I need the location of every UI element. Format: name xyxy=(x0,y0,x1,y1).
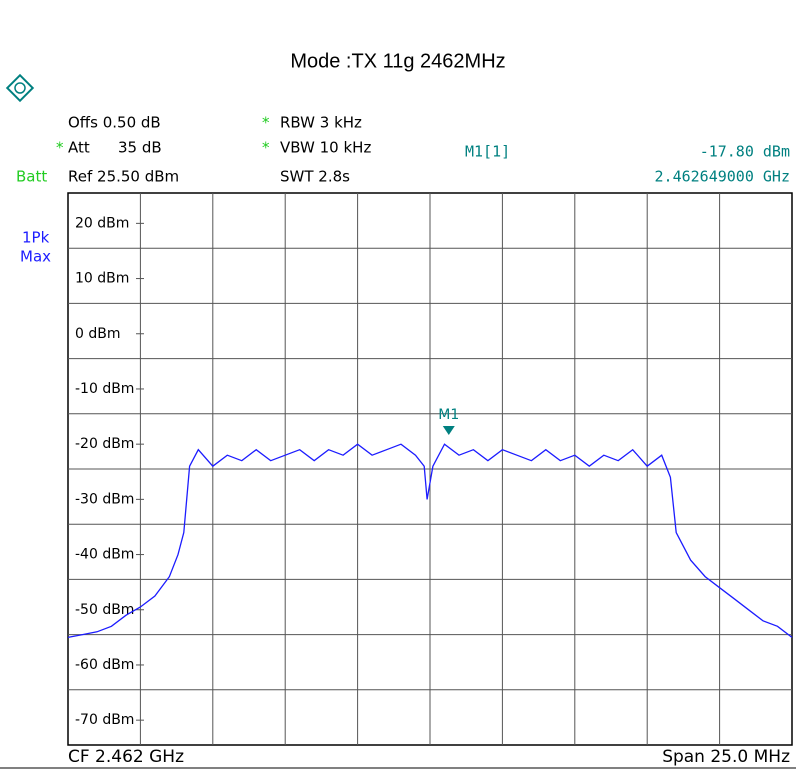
marker-readout: M1[1] xyxy=(465,143,510,161)
y-tick-label: -60 dBm xyxy=(75,657,134,673)
y-tick-label: -30 dBm xyxy=(75,491,134,507)
att-label: Att xyxy=(68,139,90,157)
marker-level: -17.80 dBm xyxy=(700,143,790,161)
y-tick-label: -70 dBm xyxy=(75,712,134,728)
ref: Ref 25.50 dBm xyxy=(68,168,179,186)
y-tick-label: -40 dBm xyxy=(75,547,134,563)
trace xyxy=(67,443,793,639)
y-tick-label: -10 dBm xyxy=(75,381,134,397)
att-value: 35 dB xyxy=(118,139,162,157)
center-freq: CF 2.462 GHz xyxy=(68,747,184,767)
y-tick-label: -50 dBm xyxy=(75,602,134,618)
star: * xyxy=(56,139,64,157)
marker xyxy=(442,426,455,436)
marker-label: M1 xyxy=(438,407,459,423)
rbw: RBW 3 kHz xyxy=(280,114,362,132)
star: * xyxy=(262,139,270,157)
swt: SWT 2.8s xyxy=(280,168,350,186)
vbw: VBW 10 kHz xyxy=(280,139,371,157)
star: * xyxy=(262,114,270,132)
trace-mode: 1Pk xyxy=(22,229,50,247)
y-tick-label: 10 dBm xyxy=(75,271,129,287)
offset: Offs 0.50 dB xyxy=(68,114,161,132)
trace-mode: Max xyxy=(20,248,51,266)
batt: Batt xyxy=(16,168,47,186)
y-tick-label: -20 dBm xyxy=(75,436,134,452)
y-tick-label: 20 dBm xyxy=(75,215,129,231)
logo xyxy=(5,73,35,103)
marker-freq: 2.462649000 GHz xyxy=(655,168,790,186)
y-tick-label: 0 dBm xyxy=(75,326,121,342)
span: Span 25.0 MHz xyxy=(662,747,790,767)
title: Mode :TX 11g 2462MHz xyxy=(290,50,505,72)
